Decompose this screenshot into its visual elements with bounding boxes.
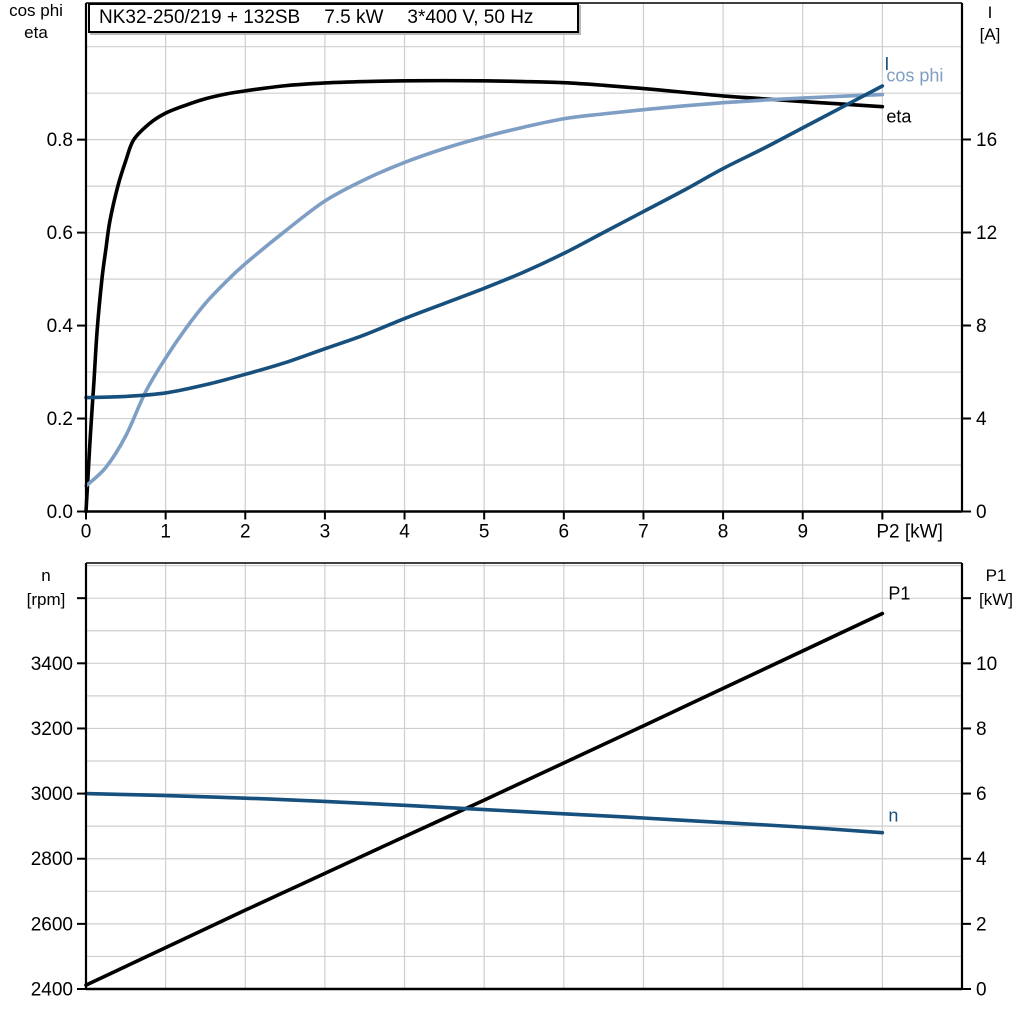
current-unit-label: [A] xyxy=(979,25,1001,44)
x-axis-unit-label: P2 [kW] xyxy=(876,522,943,543)
power-rating-label: 7.5 kW xyxy=(324,7,384,28)
right-tick-label: 4 xyxy=(976,409,987,430)
eta-axis-label: eta xyxy=(24,23,48,42)
x-tick-label: 6 xyxy=(559,522,570,543)
speed-unit-label: [rpm] xyxy=(26,590,66,609)
voltage-frequency-label: 3*400 V, 50 Hz xyxy=(407,7,534,28)
pump-model-label: NK32-250/219 + 132SB xyxy=(99,7,301,28)
left-tick-label: 0.8 xyxy=(47,130,73,151)
left-tick-label: 0.6 xyxy=(47,223,73,244)
left-tick-label: 2800 xyxy=(31,849,73,870)
n-curve xyxy=(84,791,885,835)
left-tick-label: 3200 xyxy=(31,719,73,740)
x-tick-label: 7 xyxy=(638,522,649,543)
cos-phi-curve-label: cos phi xyxy=(886,66,943,86)
x-tick-label: 5 xyxy=(479,522,490,543)
cos-phi-curve xyxy=(84,92,885,488)
n-curve-label: n xyxy=(888,806,898,826)
left-tick-label: 2400 xyxy=(31,980,73,1001)
x-tick-label: 8 xyxy=(718,522,729,543)
left-tick-label: 2600 xyxy=(31,914,73,935)
right-tick-label: 12 xyxy=(976,223,997,244)
left-tick-label: 3400 xyxy=(31,654,73,675)
left-tick-label: 3000 xyxy=(31,784,73,805)
speed-axis-label: n xyxy=(41,566,51,585)
bottom-right-axis-title: P1 [kW] xyxy=(972,564,1020,612)
right-tick-label: 8 xyxy=(976,719,987,740)
p1-unit-label: [kW] xyxy=(979,590,1013,609)
current-axis-label: I xyxy=(987,3,993,22)
x-tick-label: 4 xyxy=(399,522,410,543)
right-tick-label: 0 xyxy=(976,502,987,523)
chart-title-box: NK32-250/219 + 132SB 7.5 kW 3*400 V, 50 … xyxy=(88,3,579,33)
I-curve xyxy=(84,84,885,400)
left-tick-label: 0.4 xyxy=(47,316,74,337)
right-tick-label: 2 xyxy=(976,914,987,935)
P1-curve-label: P1 xyxy=(888,583,910,603)
p1-axis-label: P1 xyxy=(985,566,1007,585)
bottom-left-axis-title: n [rpm] xyxy=(14,564,78,612)
top-left-axis-title: cos phi eta xyxy=(4,0,68,44)
x-tick-label: 3 xyxy=(320,522,331,543)
top-right-axis-title: I [A] xyxy=(968,2,1012,46)
x-tick-label: 0 xyxy=(81,522,92,543)
x-tick-label: 1 xyxy=(160,522,171,543)
right-tick-label: 16 xyxy=(976,130,997,151)
cos-phi-axis-label: cos phi xyxy=(9,1,63,20)
I-curve-label: I xyxy=(884,54,889,74)
right-tick-label: 8 xyxy=(976,316,987,337)
right-tick-label: 6 xyxy=(976,784,987,805)
eta-curve-label: eta xyxy=(886,107,912,127)
right-tick-label: 4 xyxy=(976,849,987,870)
x-tick-label: 9 xyxy=(797,522,808,543)
P1-curve xyxy=(84,611,885,987)
right-tick-label: 10 xyxy=(976,654,997,675)
left-tick-label: 0.0 xyxy=(47,502,73,523)
left-tick-label: 0.2 xyxy=(47,409,73,430)
x-tick-label: 2 xyxy=(240,522,251,543)
eta-curve xyxy=(84,78,885,514)
right-tick-label: 0 xyxy=(976,980,987,1001)
